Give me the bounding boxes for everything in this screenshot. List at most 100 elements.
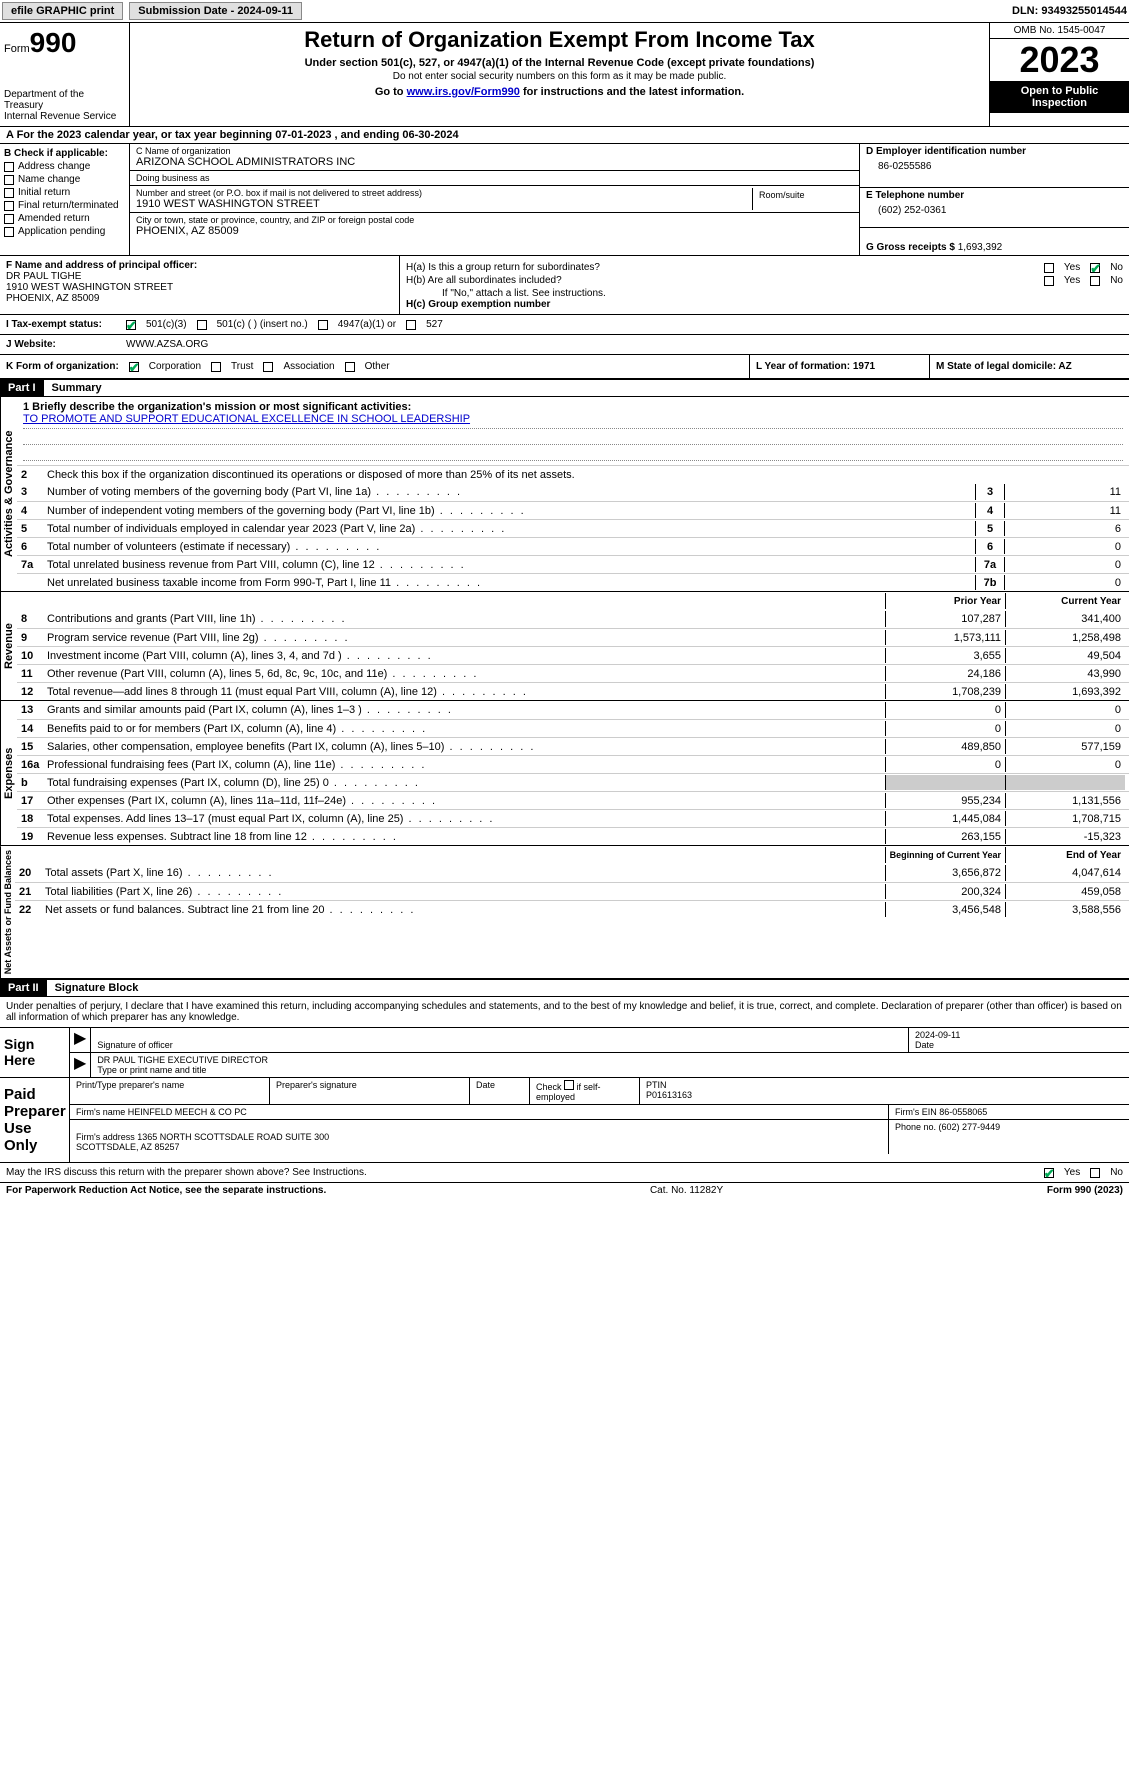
row-f-h: F Name and address of principal officer:… — [0, 256, 1129, 315]
chk-final-return[interactable]: Final return/terminated — [4, 200, 125, 211]
street-cell: Number and street (or P.O. box if mail i… — [130, 186, 859, 213]
officer-name: DR PAUL TIGHE — [6, 271, 393, 282]
cat-no: Cat. No. 11282Y — [650, 1185, 723, 1196]
line-a: A For the 2023 calendar year, or tax yea… — [0, 127, 1129, 144]
prep-date-hdr: Date — [470, 1078, 530, 1104]
form-subtitle: Under section 501(c), 527, or 4947(a)(1)… — [134, 57, 985, 69]
header-right: OMB No. 1545-0047 2023 Open to Public In… — [989, 23, 1129, 126]
sign-date: 2024-09-11 — [915, 1030, 1123, 1040]
firm-ein: 86-0558065 — [939, 1107, 987, 1117]
officer-addr2: PHOENIX, AZ 85009 — [6, 293, 393, 304]
website: WWW.AZSA.ORG — [126, 339, 208, 350]
sign-here-block: Sign Here ▶ Signature of officer 2024-09… — [0, 1028, 1129, 1078]
chk-initial-return[interactable]: Initial return — [4, 187, 125, 198]
summary-line: 7aTotal unrelated business revenue from … — [17, 555, 1129, 573]
page-footer: For Paperwork Reduction Act Notice, see … — [0, 1183, 1129, 1198]
chk-name-change[interactable]: Name change — [4, 174, 125, 185]
chk-other[interactable] — [345, 362, 355, 372]
omb-number: OMB No. 1545-0047 — [990, 23, 1129, 39]
form-note: Do not enter social security numbers on … — [134, 71, 985, 82]
row-klm: K Form of organization: Corporation Trus… — [0, 355, 1129, 379]
summary-line: 4Number of independent voting members of… — [17, 501, 1129, 519]
hc-row: H(c) Group exemption number — [406, 299, 1123, 310]
mission-text: TO PROMOTE AND SUPPORT EDUCATIONAL EXCEL… — [23, 413, 1123, 429]
hb-note: If "No," attach a list. See instructions… — [406, 288, 1123, 299]
chk-address-change[interactable]: Address change — [4, 161, 125, 172]
firm-addr-cell: Firm's address 1365 NORTH SCOTTSDALE ROA… — [70, 1120, 889, 1154]
summary-line: 21Total liabilities (Part X, line 26)200… — [15, 882, 1129, 900]
header-mid: Return of Organization Exempt From Incom… — [130, 23, 989, 126]
officer-sig-name: DR PAUL TIGHE EXECUTIVE DIRECTOR — [97, 1055, 1123, 1065]
ha-yes[interactable] — [1044, 263, 1054, 273]
arrow-icon: ▶ — [70, 1028, 91, 1052]
side-netassets: Net Assets or Fund Balances — [0, 846, 15, 978]
dba-cell: Doing business as — [130, 171, 859, 186]
hb-no[interactable] — [1090, 276, 1100, 286]
summary-line: 10Investment income (Part VIII, column (… — [17, 646, 1129, 664]
part1-header: Part I Summary — [0, 379, 1129, 397]
mission-block: 1 Briefly describe the organization's mi… — [17, 397, 1129, 465]
chk-501c3[interactable] — [126, 320, 136, 330]
chk-501c[interactable] — [197, 320, 207, 330]
chk-application-pending[interactable]: Application pending — [4, 226, 125, 237]
irs-link[interactable]: www.irs.gov/Form990 — [407, 86, 520, 98]
box-b: B Check if applicable: Address change Na… — [0, 144, 130, 255]
city-state-zip: PHOENIX, AZ 85009 — [136, 225, 853, 237]
entity-block: B Check if applicable: Address change Na… — [0, 144, 1129, 256]
submission-date-button[interactable]: Submission Date - 2024-09-11 — [129, 2, 302, 20]
summary-line: 16aProfessional fundraising fees (Part I… — [17, 755, 1129, 773]
ha-no[interactable] — [1090, 263, 1100, 273]
chk-self-employed[interactable] — [564, 1080, 574, 1090]
chk-trust[interactable] — [211, 362, 221, 372]
perjury-text: Under penalties of perjury, I declare th… — [0, 997, 1129, 1028]
chk-corp[interactable] — [129, 362, 139, 372]
box-k: K Form of organization: Corporation Trus… — [0, 355, 749, 378]
summary-line: Net unrelated business taxable income fr… — [17, 573, 1129, 591]
firm-phone-cell: Phone no. (602) 277-9449 — [889, 1120, 1129, 1154]
firm-ein-cell: Firm's EIN 86-0558065 — [889, 1105, 1129, 1119]
summary-line: 11Other revenue (Part VIII, column (A), … — [17, 664, 1129, 682]
chk-amended[interactable]: Amended return — [4, 213, 125, 224]
org-name: ARIZONA SCHOOL ADMINISTRATORS INC — [136, 156, 853, 168]
box-f: F Name and address of principal officer:… — [0, 256, 400, 314]
org-name-cell: C Name of organization ARIZONA SCHOOL AD… — [130, 144, 859, 171]
chk-assoc[interactable] — [263, 362, 273, 372]
hb-yes[interactable] — [1044, 276, 1054, 286]
line-2: 2Check this box if the organization disc… — [17, 465, 1129, 483]
revenue-block: Revenue Prior Year Current Year 8Contrib… — [0, 592, 1129, 701]
row-j: J Website: WWW.AZSA.ORG — [0, 335, 1129, 355]
discuss-yes[interactable] — [1044, 1168, 1054, 1178]
discuss-no[interactable] — [1090, 1168, 1100, 1178]
ein-value: 86-0255586 — [866, 157, 1123, 176]
ha-row: H(a) Is this a group return for subordin… — [406, 262, 1123, 273]
firm-phone: (602) 277-9449 — [939, 1122, 1001, 1132]
ein-cell: D Employer identification number 86-0255… — [860, 144, 1129, 188]
side-revenue: Revenue — [0, 592, 17, 700]
summary-line: 13Grants and similar amounts paid (Part … — [17, 701, 1129, 719]
arrow-icon: ▶ — [70, 1053, 91, 1077]
form-ref: Form 990 (2023) — [1047, 1185, 1123, 1196]
box-m: M State of legal domicile: AZ — [929, 355, 1129, 378]
prep-sig-hdr: Preparer's signature — [270, 1078, 470, 1104]
form-go: Go to www.irs.gov/Form990 for instructio… — [134, 86, 985, 98]
summary-line: 19Revenue less expenses. Subtract line 1… — [17, 827, 1129, 845]
box-b-header: B Check if applicable: — [4, 148, 125, 159]
net-header: Beginning of Current Year End of Year — [15, 846, 1129, 864]
sign-here-label: Sign Here — [0, 1028, 70, 1077]
paid-preparer-block: Paid Preparer Use Only Print/Type prepar… — [0, 1078, 1129, 1163]
dept-text: Department of the Treasury Internal Reve… — [4, 89, 125, 122]
phone-cell: E Telephone number (602) 252-0361 — [860, 188, 1129, 228]
form-title: Return of Organization Exempt From Incom… — [134, 27, 985, 53]
summary-line: 3Number of voting members of the governi… — [17, 483, 1129, 501]
dln-text: DLN: 93493255014544 — [1012, 5, 1127, 17]
summary-line: 18Total expenses. Add lines 13–17 (must … — [17, 809, 1129, 827]
chk-527[interactable] — [406, 320, 416, 330]
tax-year: 2023 — [990, 39, 1129, 81]
summary-line: 22Net assets or fund balances. Subtract … — [15, 900, 1129, 918]
rev-header: Prior Year Current Year — [17, 592, 1129, 610]
summary-line: 15Salaries, other compensation, employee… — [17, 737, 1129, 755]
summary-line: 5Total number of individuals employed in… — [17, 519, 1129, 537]
chk-4947[interactable] — [318, 320, 328, 330]
efile-print-button[interactable]: efile GRAPHIC print — [2, 2, 123, 20]
toolbar: efile GRAPHIC print Submission Date - 20… — [0, 0, 1129, 23]
